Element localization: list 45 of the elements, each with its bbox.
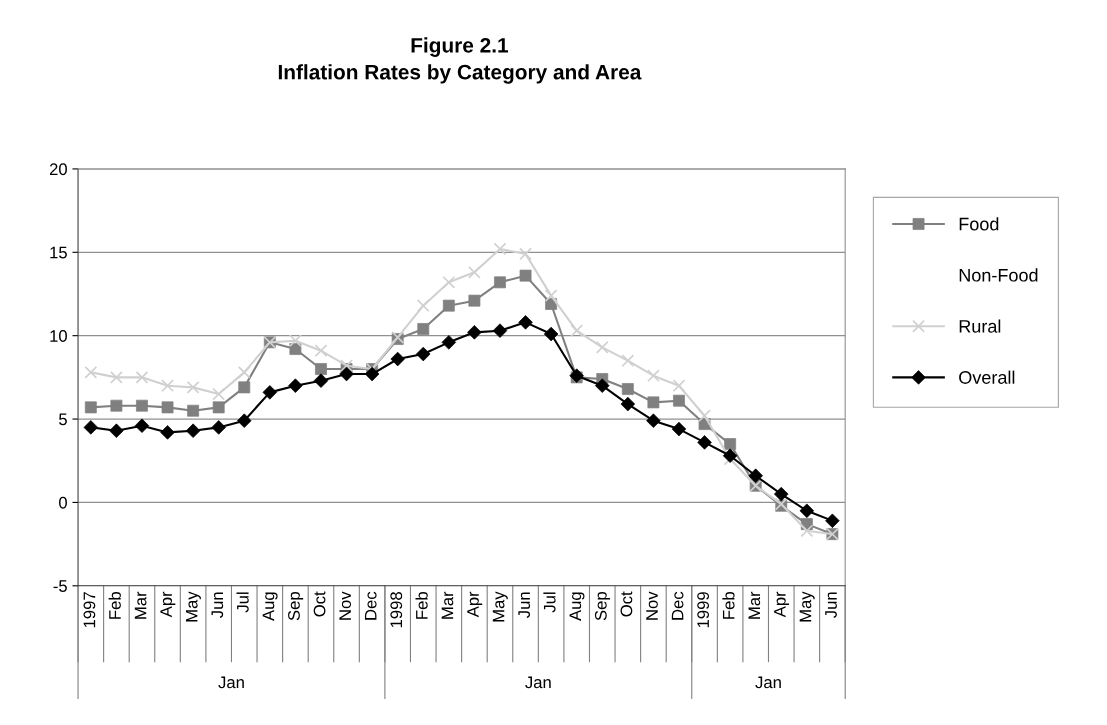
x-tick-label: 1999 [697,592,710,628]
x-tick-label: Apr [160,591,176,618]
x-tick-label: Feb [415,592,428,619]
x-tick-label: Dec [671,591,684,620]
y-tick-label: -5 [53,580,67,592]
x-tick-label: May [799,591,815,622]
x-tick-label: 1998 [390,592,403,628]
text: Jan [525,676,551,689]
x-tick-label: Dec [364,591,377,620]
x-tick-label: Jul [543,592,556,613]
x-tick-label: Feb [108,592,121,619]
text: Jan [755,676,781,689]
x-tick-label: May [185,591,201,622]
x-tick-label: Mar [441,591,454,619]
x-tick-label: Mar [748,591,761,619]
x-tick-label: Jun [825,592,837,618]
x-tick-label: Oct [620,591,633,617]
x-tick-label: Jun [211,592,224,618]
x-tick-label: Apr [467,591,483,618]
x-tick-label: Aug [262,592,278,621]
legend-label: Overall [959,370,1015,384]
x-tick-label: Aug [569,592,585,621]
x-tick-label: 1997 [83,592,96,628]
y-tick-label: 10 [50,330,67,342]
y-tick-label: 5 [59,413,67,426]
x-tick-label: Apr [774,591,790,618]
legend-label: Food [959,217,999,231]
y-tick-label: 15 [50,246,67,259]
x-tick-label: Jul [236,592,249,613]
x-tick-label: May [492,591,508,622]
x-tick-label: Mar [134,591,147,619]
y-tick-label: 0 [59,496,67,509]
text: Jan [218,676,244,689]
x-tick-label: Oct [313,591,326,617]
x-tick-label: Nov [339,591,352,620]
x-tick-label: Feb [722,592,735,619]
legend-label: Rural [959,319,1001,333]
x-tick-label: Sep [594,592,611,621]
x-tick-label: Nov [646,591,658,620]
chart-title: Figure 2.1 [411,37,509,57]
text: Non-Food [959,268,1038,282]
y-tick-label: 20 [49,163,67,176]
x-tick-label: Jun [518,592,531,618]
x-tick-label: Sep [288,592,304,621]
chart-subtitle: Inflation Rates by Category and Area [278,64,642,84]
